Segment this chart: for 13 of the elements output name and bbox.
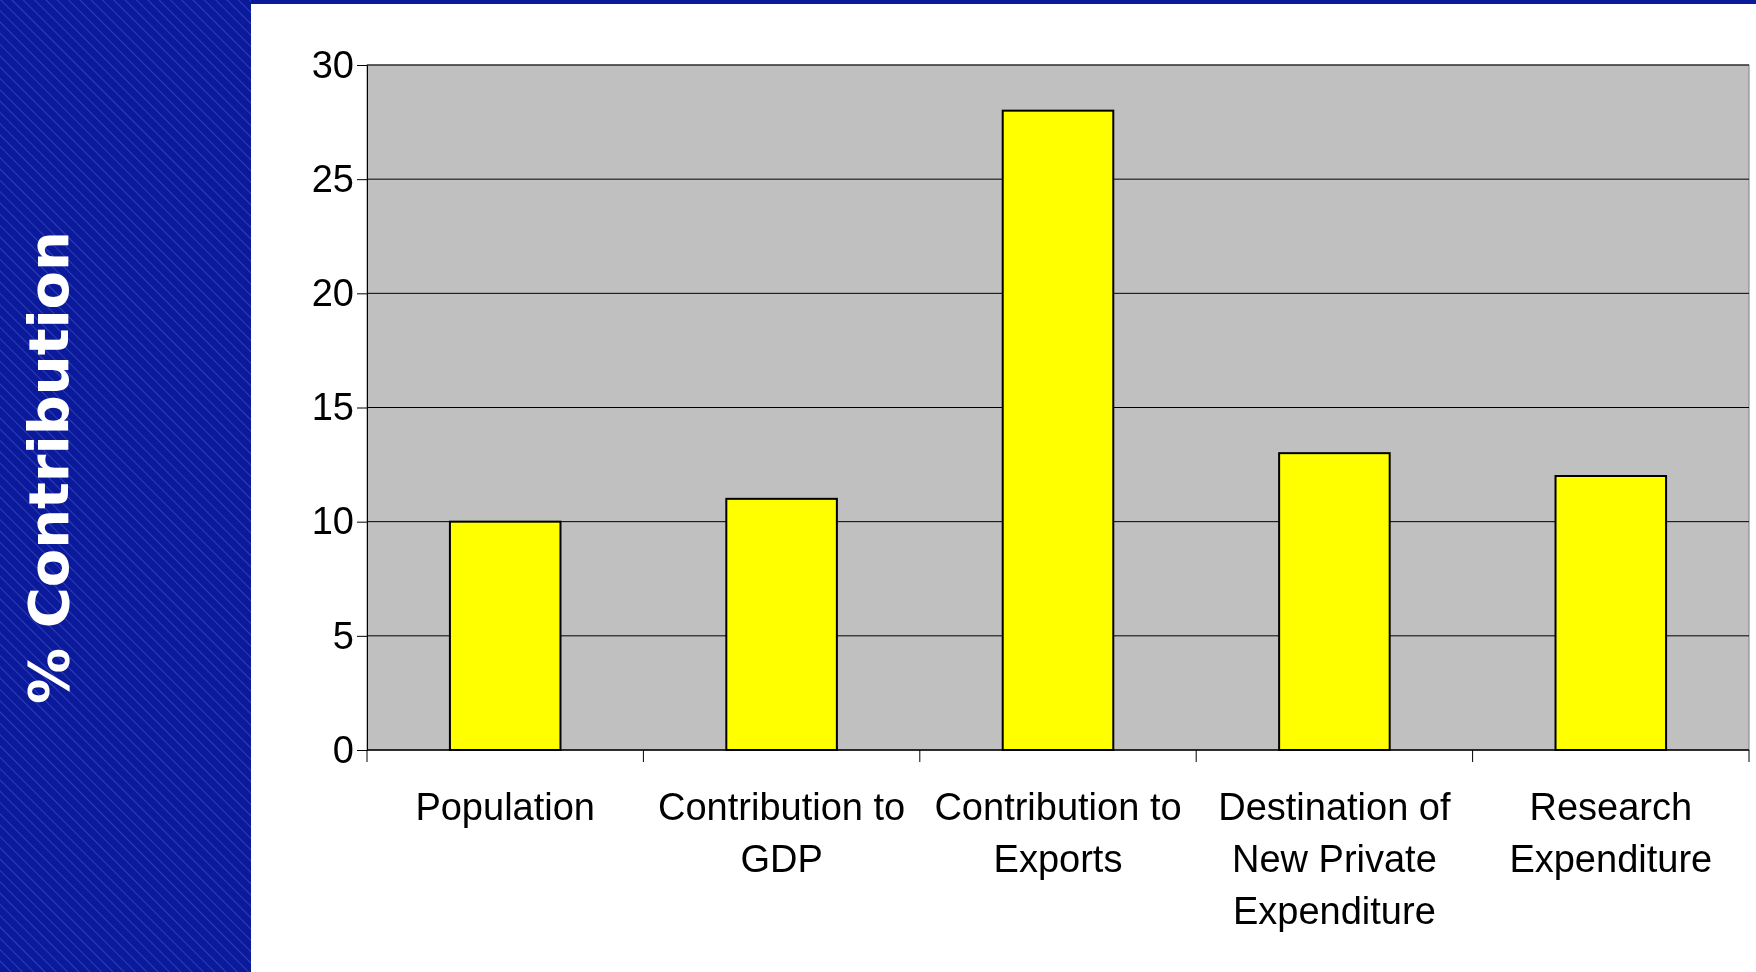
x-tick-label: Contribution to GDP: [658, 786, 906, 880]
y-axis-title: % Contribution: [16, 231, 81, 704]
x-tick-label: Contribution to Exports: [934, 786, 1182, 880]
y-tick-label: 25: [311, 157, 354, 200]
y-tick-label: 20: [311, 271, 354, 314]
x-tick-label: Destination of New Private Expenditure: [1218, 786, 1452, 932]
x-tick-label: Research Expenditure: [1509, 786, 1713, 880]
y-tick-label: 30: [311, 43, 354, 86]
y-tick-label: 5: [332, 614, 354, 657]
y-tick-label: 0: [332, 728, 354, 771]
y-tick-label: 15: [311, 386, 354, 429]
x-tick-label: Population: [415, 786, 595, 828]
y-tick-label: 10: [311, 500, 354, 543]
